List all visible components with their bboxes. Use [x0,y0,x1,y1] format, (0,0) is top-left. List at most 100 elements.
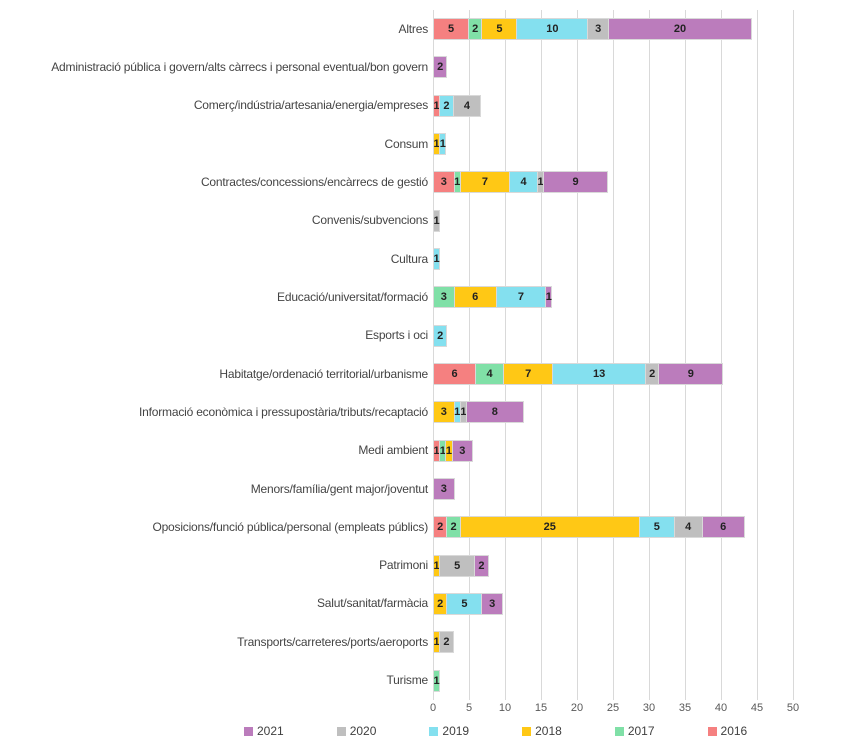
gridline [505,10,506,700]
bar-segment-2021[interactable]: 9 [543,171,608,194]
bar-segment-2017[interactable]: 1 [433,669,441,692]
bar-segment-2021[interactable]: 20 [607,18,752,41]
category-label: Informació econòmica i pressupostària/tr… [139,404,428,419]
category-label: Transports/carreteres/ports/aeroports [237,634,428,649]
bar-segment-2019[interactable]: 1 [439,133,447,156]
legend-label: 2021 [257,724,284,738]
bar-segment-2018[interactable]: 25 [459,516,640,539]
chart-row: Transports/carreteres/ports/aeroports 1 2 [0,623,859,661]
bar-segment-2021[interactable]: 1 [545,286,553,309]
bar-segment-2021[interactable]: 2 [474,554,489,577]
bar-segment-2019[interactable]: 2 [439,94,454,117]
bar-segment-2019[interactable]: 4 [509,171,538,194]
chart-row: Oposicions/funció pública/personal (empl… [0,508,859,546]
x-tick-label: 30 [642,702,656,714]
category-label: Educació/universitat/formació [277,289,428,304]
bar-segment-2016[interactable]: 5 [433,18,469,41]
x-tick-label: 25 [606,702,620,714]
gridline [685,10,686,700]
bar-segment-2018[interactable]: 2 [433,593,448,616]
bar-segment-2018[interactable]: 6 [453,286,497,309]
gridline [721,10,722,700]
bar-segment-2021[interactable]: 8 [465,401,524,424]
legend-label: 2018 [535,724,562,738]
chart-row: Informació econòmica i pressupostària/tr… [0,393,859,431]
bar-segment-2020[interactable]: 2 [644,363,660,386]
gridline [793,10,794,700]
bar-segment-2019[interactable]: 10 [516,18,589,41]
legend-item-2017[interactable]: 2017 [614,724,655,738]
bar-segment-2016[interactable]: 6 [433,363,477,386]
category-label: Contractes/concessions/encàrrecs de gest… [200,174,428,189]
category-label: Habitatge/ordenació territorial/urbanism… [219,366,428,381]
chart-row: Salut/sanitat/farmàcia 2 5 3 [0,585,859,623]
bar-segment-2019[interactable]: 7 [495,286,547,309]
bar-segment-2018[interactable]: 7 [502,363,554,386]
bar-segment-2018[interactable]: 3 [433,401,455,424]
x-tick-label: 0 [429,702,437,714]
chart-row: Cultura 1 [0,240,859,278]
category-label: Patrimoni [379,558,428,573]
chart-row: Administració pública i govern/alts càrr… [0,48,859,86]
bar-segment-2020[interactable]: 4 [452,94,482,117]
bar-segment-2021[interactable]: 3 [433,478,455,501]
bar-segment-2021[interactable]: 3 [481,593,503,616]
bar-segment-2020[interactable]: 2 [439,631,454,654]
chart-row: Medi ambient 1 1 1 3 [0,432,859,470]
bar-segment-2021[interactable]: 3 [451,439,474,462]
legend-item-2019[interactable]: 2019 [429,724,469,738]
category-label: Esports i oci [365,328,428,343]
bar-segment-2020[interactable]: 4 [673,516,703,539]
category-label: Oposicions/funció pública/personal (empl… [152,519,428,534]
category-label: Salut/sanitat/farmàcia [317,596,428,611]
x-tick-label: 50 [786,702,800,714]
bar-segment-2020[interactable]: 3 [587,18,609,41]
bar-segment-2017[interactable]: 2 [468,18,483,41]
bar-stack: 2 [433,324,448,347]
legend-item-2016[interactable]: 2016 [707,724,747,738]
chart-row: Altres 5 2 5 10 3 20 [0,10,859,48]
gridline [757,10,758,700]
bar-segment-2017[interactable]: 3 [433,286,455,309]
bar-segment-2016[interactable]: 2 [433,516,448,539]
legend-item-2020[interactable]: 2020 [336,724,376,738]
bar-segment-2019[interactable]: 2 [433,324,448,347]
bar-segment-2021[interactable]: 2 [433,56,448,79]
legend-swatch-2018 [522,726,532,736]
bar-segment-2016[interactable]: 3 [433,171,455,194]
category-label: Administració pública i govern/alts càrr… [51,59,428,74]
bar-stack: 6 4 7 13 2 9 [433,363,724,386]
bar-segment-2021[interactable]: 9 [658,363,724,386]
category-label: Altres [398,21,429,36]
bar-segment-2018[interactable]: 5 [481,18,518,41]
bar-segment-2020[interactable]: 5 [439,554,476,577]
bar-segment-2019[interactable]: 1 [433,248,441,271]
bar-segment-2021[interactable]: 6 [701,516,745,539]
legend-swatch-2017 [614,726,624,736]
legend-item-2018[interactable]: 2018 [522,724,562,738]
bar-stack: 1 [433,669,441,692]
bar-segment-2017[interactable]: 2 [446,516,461,539]
gridline [469,10,470,700]
bar-stack: 3 [433,478,455,501]
chart-row: Menors/família/gent major/joventut 3 [0,470,859,508]
bar-segment-2019[interactable]: 5 [638,516,675,539]
category-label: Consum [384,136,429,151]
chart-row: Convenis/subvencions 1 [0,202,859,240]
x-tick-label: 5 [465,702,473,714]
bar-segment-2019[interactable]: 13 [552,363,646,386]
bar-segment-2018[interactable]: 7 [459,171,511,194]
bar-segment-2019[interactable]: 5 [446,593,483,616]
legend-item-2021[interactable]: 2021 [244,724,284,738]
bar-segment-2017[interactable]: 4 [475,363,504,386]
x-tick-label: 35 [678,702,692,714]
gridline [541,10,542,700]
chart-row: Patrimoni 1 5 2 [0,547,859,585]
bar-segment-2020[interactable]: 1 [433,209,441,232]
